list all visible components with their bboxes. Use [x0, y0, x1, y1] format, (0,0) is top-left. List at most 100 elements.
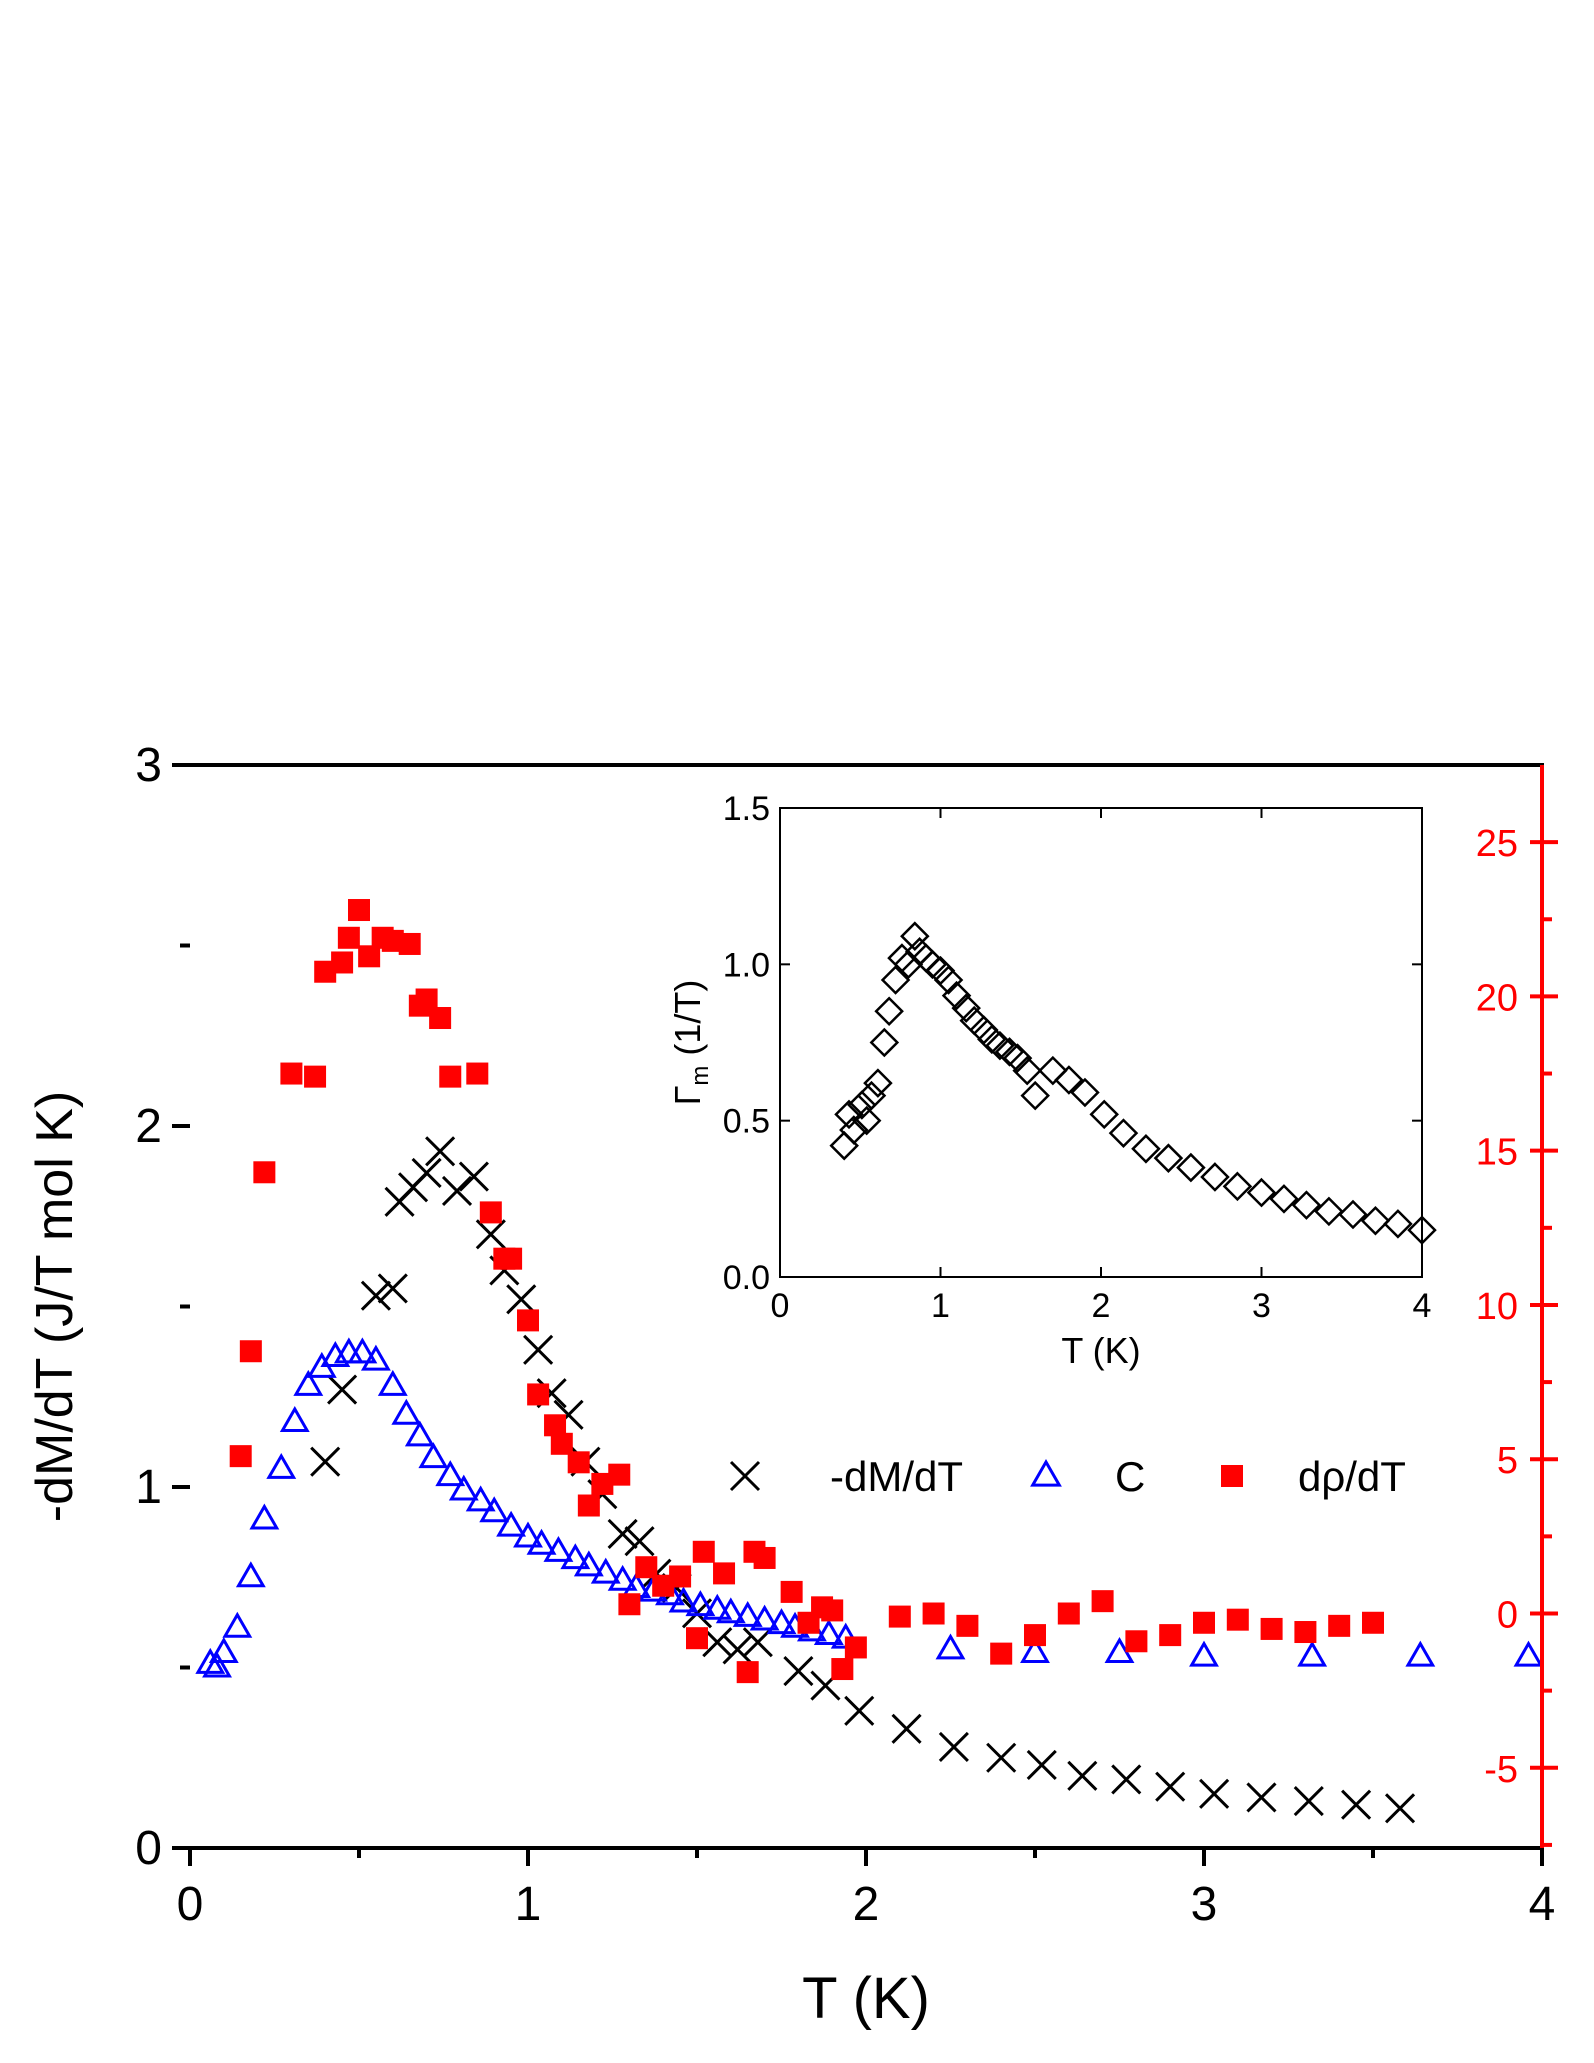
inset-background [780, 808, 1422, 1277]
data-point [766, 1608, 797, 1635]
data-point [1026, 1749, 1057, 1781]
data-point [479, 1496, 510, 1523]
legend-label: C [1115, 1453, 1145, 1500]
data-point [715, 1597, 746, 1624]
y2-tick-label: 20 [1476, 977, 1518, 1019]
data-point [607, 1518, 638, 1549]
data-point [550, 1432, 573, 1455]
data-point [608, 1463, 631, 1486]
data-point [327, 1374, 358, 1405]
y-tick-label: 1 [135, 1461, 162, 1514]
inset-x-tick-label: 3 [1252, 1287, 1271, 1325]
main-data-marks [195, 899, 1544, 1824]
data-point [439, 1065, 462, 1088]
data-point [1328, 1614, 1351, 1637]
data-point [607, 1564, 638, 1591]
data-point [1294, 1621, 1317, 1644]
inset-data-marks [829, 921, 1437, 1245]
inset-x-tick-label: 0 [771, 1287, 790, 1325]
data-point [567, 1451, 590, 1474]
inset-y-tick-label: 1.5 [723, 790, 770, 828]
data-point [526, 1528, 557, 1555]
data-point [1024, 1624, 1046, 1647]
x-tick-label: 2 [853, 1878, 880, 1931]
inset-data-point [1383, 1209, 1413, 1239]
inset-data-point [1108, 1118, 1139, 1148]
data-point [1193, 1611, 1215, 1634]
inset-axes: 0 1 2 3 4 0.0 0.5 1.0 1.5 [723, 790, 1432, 1325]
data-point [239, 1340, 262, 1363]
inset-data-point [951, 993, 981, 1023]
y2-tick-label: 25 [1476, 823, 1518, 865]
data-point [435, 1460, 466, 1487]
data-point [360, 1344, 391, 1371]
y2-tick-label: 5 [1497, 1440, 1518, 1482]
data-point [935, 1633, 966, 1660]
inset-data-point [834, 1099, 864, 1130]
data-point [749, 1604, 780, 1631]
data-point [331, 951, 354, 974]
data-point [1341, 1789, 1372, 1820]
data-point [448, 1474, 479, 1501]
main-y-axis-label: -dM/dT (J/T mol K) [26, 1091, 84, 1522]
inset-data-point [863, 1068, 893, 1098]
data-point [922, 1602, 945, 1625]
inset-data-point [1176, 1152, 1206, 1183]
inset-y-axis-label: Γm (1/T) [667, 980, 714, 1106]
data-point [348, 899, 370, 922]
data-point [591, 1472, 614, 1495]
y-tick-label: 2 [135, 1100, 162, 1153]
y2-tick-label: 10 [1476, 1286, 1518, 1328]
inset-data-point [1002, 1043, 1033, 1073]
data-point [404, 1420, 435, 1447]
inset-data-point [1153, 1143, 1184, 1173]
data-point [1067, 1760, 1098, 1791]
inset-data-point [851, 1105, 882, 1136]
inset-data-point [847, 1090, 877, 1120]
data-point [813, 1619, 844, 1645]
data-point [1405, 1640, 1436, 1667]
inset-data-point [1054, 1065, 1084, 1095]
data-point [1513, 1640, 1544, 1667]
inset-data-point [977, 1024, 1007, 1055]
data-point [391, 1398, 422, 1425]
inset-series-diamond [829, 921, 1437, 1245]
data-point [304, 1065, 327, 1088]
data-point [280, 1062, 303, 1085]
data-point [1297, 1640, 1328, 1667]
data-point [429, 1007, 452, 1030]
data-point [831, 1658, 854, 1681]
data-point [844, 1695, 875, 1726]
data-point [266, 1452, 297, 1479]
legend-marker [729, 1460, 761, 1492]
data-point [253, 1161, 276, 1184]
data-point [249, 1503, 280, 1530]
legend-marker [1221, 1465, 1243, 1487]
data-point [742, 1627, 773, 1658]
data-point [479, 1201, 502, 1224]
inset-data-point [893, 949, 924, 980]
inset-y-tick-label: 0.5 [723, 1103, 770, 1141]
data-point [279, 1406, 310, 1432]
data-point [692, 1540, 715, 1563]
inset-data-point [1314, 1196, 1344, 1227]
data-point [891, 1713, 922, 1744]
data-point [780, 1580, 803, 1603]
data-point [310, 1446, 341, 1477]
data-point [573, 1550, 604, 1577]
inset-data-point [1291, 1190, 1322, 1220]
series-x [310, 1136, 1416, 1824]
inset-x-tick-label: 1 [931, 1287, 950, 1325]
inset-data-point [1338, 1199, 1368, 1230]
data-point [506, 1284, 537, 1315]
inset-data-point [1038, 1055, 1068, 1086]
data-point [1189, 1640, 1219, 1667]
inset-data-point [900, 921, 930, 951]
data-point [358, 945, 381, 968]
inset-data-point [1200, 1162, 1230, 1192]
data-point [1293, 1786, 1324, 1817]
data-point [844, 1636, 867, 1659]
data-point [702, 1593, 733, 1620]
data-point [821, 1599, 844, 1622]
